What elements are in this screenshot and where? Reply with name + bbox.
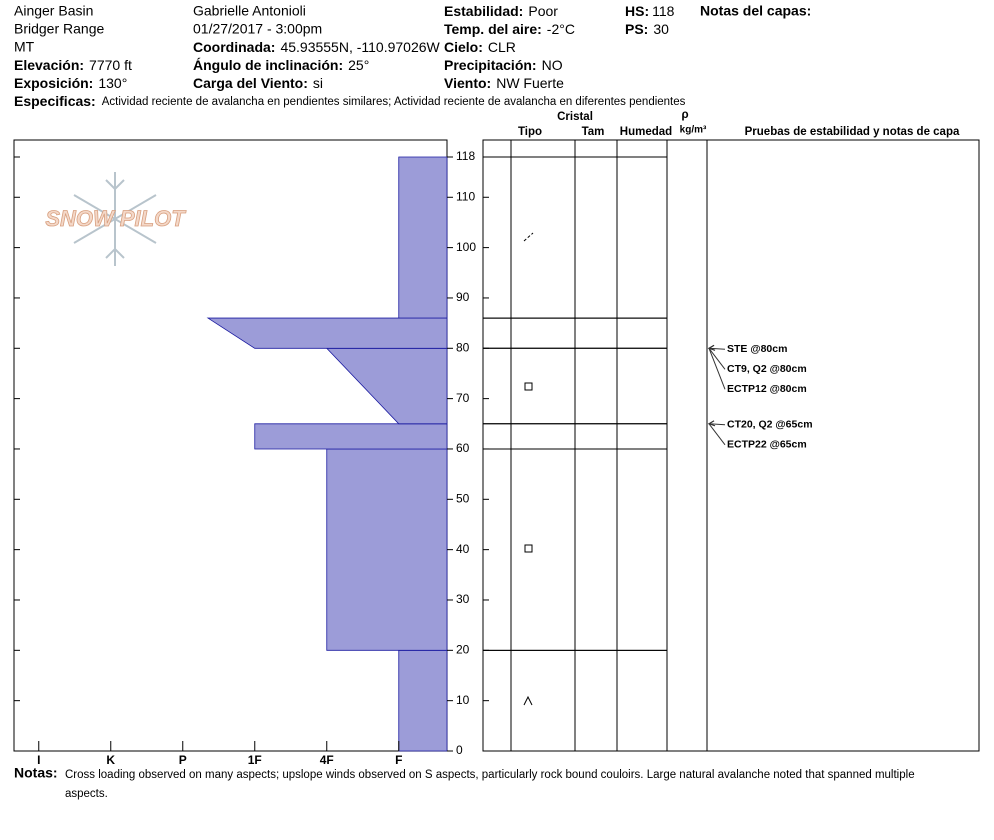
test-pointer xyxy=(708,423,726,446)
field-label: Precipitación: xyxy=(444,57,537,73)
y-tick-label: 100 xyxy=(456,240,476,254)
stability: Estabilidad: Poor xyxy=(444,3,558,19)
test-arrowhead xyxy=(707,420,716,427)
field-value: 25° xyxy=(348,57,369,73)
field-value: 118 xyxy=(652,3,675,19)
field-label: PS: xyxy=(625,21,648,37)
specifics: Especificas: Actividad reciente de avalan… xyxy=(14,93,686,109)
hardness-layer xyxy=(254,423,448,450)
y-tick-label: 110 xyxy=(456,189,475,203)
field-value: 30 xyxy=(653,21,669,37)
observer: Gabrielle Antonioli xyxy=(193,3,306,19)
y-tick-label: 90 xyxy=(456,290,470,304)
column-header: Pruebas de estabilidad y notas de capa xyxy=(745,126,960,138)
field-label: Viento: xyxy=(444,75,491,91)
column-header: Tam xyxy=(582,126,605,138)
y-tick-label: 40 xyxy=(456,542,470,556)
field-label: Cielo: xyxy=(444,39,483,55)
test-pointer xyxy=(708,423,726,426)
x-tick-label: P xyxy=(179,753,187,767)
air-temp: Temp. del aire: -2°C xyxy=(444,21,575,37)
test-pointer xyxy=(708,347,726,350)
field-label: Especificas: xyxy=(14,93,96,109)
precipitation: Precipitación: NO xyxy=(444,57,563,73)
test-label: CT9, Q2 @80cm xyxy=(727,363,807,375)
coordinates: Coordinada: 45.93555N, -110.97026W xyxy=(193,39,441,55)
field-label: Ángulo de inclinación: xyxy=(193,57,343,73)
y-tick-label: 60 xyxy=(456,441,470,455)
y-tick-label: 70 xyxy=(456,391,470,405)
elevation: Elevación: 7770 ft xyxy=(14,57,132,73)
location: Ainger Basin xyxy=(14,3,93,19)
table-columns xyxy=(510,140,708,751)
x-tick-label: F xyxy=(395,753,402,767)
field-label: Coordinada: xyxy=(193,39,275,55)
logo-text: SNOW PILOT xyxy=(45,206,186,231)
x-tick-label: K xyxy=(106,753,115,767)
x-tick-label: 1F xyxy=(248,753,262,767)
field-label: Temp. del aire: xyxy=(444,21,542,37)
layer-table-frame xyxy=(482,139,980,752)
y-tick-label: 80 xyxy=(456,340,470,354)
hardness-layer xyxy=(206,317,448,349)
column-header: Tipo xyxy=(518,126,542,138)
field-label: Elevación: xyxy=(14,57,84,73)
column-header: kg/m³ xyxy=(680,125,707,136)
field-value: 45.93555N, -110.97026W xyxy=(280,39,440,55)
notes-text: aspects. xyxy=(65,788,108,800)
column-header: Humedad xyxy=(620,126,672,138)
state: MT xyxy=(14,39,35,55)
field-label: HS: xyxy=(625,3,649,19)
sky: Cielo: CLR xyxy=(444,39,516,55)
field-value: 130° xyxy=(98,75,127,91)
wind: Viento: NW Fuerte xyxy=(444,75,564,91)
test-label: ECTP12 @80cm xyxy=(727,383,807,395)
wind-loading: Carga del Viento: si xyxy=(193,75,323,91)
y-tick-label: 30 xyxy=(456,592,470,606)
aspect: Exposición: 130° xyxy=(14,75,127,91)
field-value: NW Fuerte xyxy=(496,75,564,91)
y-tick-label: 50 xyxy=(456,491,470,505)
slope-angle: Ángulo de inclinación: 25° xyxy=(193,57,369,73)
y-tick-label: 10 xyxy=(456,693,470,707)
field-value: Actividad reciente de avalancha en pendi… xyxy=(102,96,686,108)
notes-label: Notas: xyxy=(14,765,58,781)
test-arrowhead xyxy=(707,344,716,351)
field-value: NO xyxy=(542,57,563,73)
hardness-layer xyxy=(325,347,448,425)
y-tick-label: 0 xyxy=(456,743,463,757)
column-header: ρ xyxy=(681,109,688,121)
test-label: ECTP22 @65cm xyxy=(727,439,807,451)
y-tick-label: 20 xyxy=(456,642,470,656)
field-value: si xyxy=(313,75,323,91)
hardness-layer xyxy=(326,448,448,651)
hardness-layer xyxy=(398,156,448,319)
field-label: Exposición: xyxy=(14,75,93,91)
field-label: Carga del Viento: xyxy=(193,75,308,91)
field-value: -2°C xyxy=(547,21,575,37)
field-label: Estabilidad: xyxy=(444,3,523,19)
hardness-layer xyxy=(398,649,448,752)
x-tick-label: I xyxy=(37,753,40,767)
field-value: 7770 ft xyxy=(89,57,132,73)
logo xyxy=(73,172,157,266)
field-value: CLR xyxy=(488,39,516,55)
test-label: CT20, Q2 @65cm xyxy=(727,419,813,431)
field-value: Poor xyxy=(528,3,558,19)
test-label: STE @80cm xyxy=(727,343,787,355)
test-pointer xyxy=(708,347,726,370)
ps: PS: 30 xyxy=(625,21,669,37)
notes-text: Cross loading observed on many aspects; … xyxy=(65,769,915,781)
test-pointer xyxy=(708,348,726,390)
grain-symbols xyxy=(523,232,534,706)
range: Bridger Range xyxy=(14,21,104,37)
datetime: 01/27/2017 - 3:00pm xyxy=(193,21,322,37)
column-header: Cristal xyxy=(557,111,593,123)
hs: HS: 118 xyxy=(625,3,675,19)
y-tick-label: 118 xyxy=(456,149,475,163)
layer-notes-title: Notas del capas: xyxy=(700,3,811,19)
x-tick-label: 4F xyxy=(320,753,334,767)
